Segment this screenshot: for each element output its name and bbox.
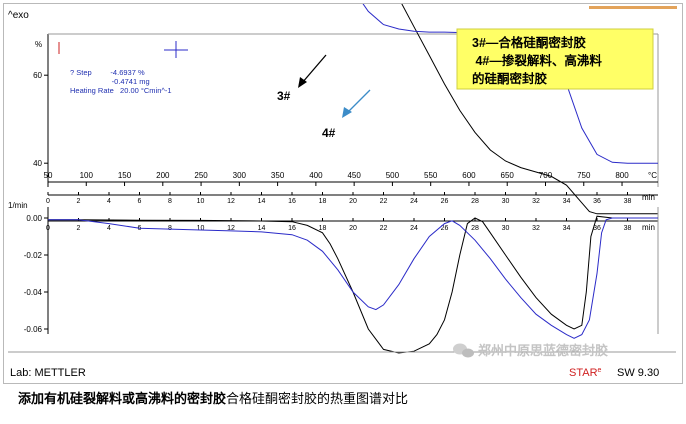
dtg-time-tick-label: 18 xyxy=(319,225,327,232)
dtg-ytick-label: -0.02 xyxy=(24,251,43,260)
tga-series-3 xyxy=(399,0,658,215)
tga-series-4 xyxy=(359,0,658,164)
dtg-time-tick-label: 8 xyxy=(168,225,172,232)
arrow-4-shaft xyxy=(346,89,371,114)
tga-chart: ^exo % 806040 50100150200250300350400450… xyxy=(8,0,677,379)
tga-time-tick-label: 10 xyxy=(197,198,205,205)
tga-time-tick-label: 18 xyxy=(319,198,327,205)
dtg-time-tick-label: 14 xyxy=(258,225,266,232)
tga-time-tick-label: 6 xyxy=(138,198,142,205)
dtg-time-tick-label: 0 xyxy=(46,225,50,232)
dtg-time-tick-label: 32 xyxy=(532,225,540,232)
info-step-line: ? Step -4.6937 % xyxy=(70,68,145,77)
dtg-time-tick-label: 16 xyxy=(288,225,296,232)
dtg-ytick-label: 0.00 xyxy=(26,214,42,223)
star-brand-sup: e xyxy=(598,367,602,374)
legend-line-1: 3#—合格硅酮密封胶 xyxy=(472,35,586,50)
dtg-time-tick-label: 30 xyxy=(502,225,510,232)
legend-line-2: 4#—掺裂解料、高沸料 xyxy=(472,53,602,68)
caption-normal: 合格硅酮密封胶的热重图谱对比 xyxy=(226,391,409,406)
tga-time-tick-label: 2 xyxy=(77,198,81,205)
dtg-time-tick-label: 24 xyxy=(410,225,418,232)
watermark-text: 郑州中原思蓝德密封胶 xyxy=(478,343,608,358)
temp-tick-label: 100 xyxy=(80,171,94,180)
dtg-ytick-label: -0.06 xyxy=(24,325,43,334)
temp-tick-label: 550 xyxy=(424,171,438,180)
temp-unit: °C xyxy=(648,171,657,180)
wechat-icon xyxy=(453,343,474,358)
temp-tick-label: 650 xyxy=(501,171,515,180)
temp-tick-label: 500 xyxy=(386,171,400,180)
dtg-time-tick-label: 26 xyxy=(441,225,449,232)
dtg-series-3 xyxy=(48,215,658,354)
dtg-time-tick-label: 28 xyxy=(471,225,479,232)
info-rate-line: Heating Rate 20.00 °Cmin^-1 xyxy=(70,86,172,95)
dtg-time-tick-label: 12 xyxy=(227,225,235,232)
tga-time-tick-label: 14 xyxy=(258,198,266,205)
temp-tick-label: 450 xyxy=(347,171,361,180)
info-mg-line: -0.4741 mg xyxy=(70,77,150,86)
tga-time-tick-label: 24 xyxy=(410,198,418,205)
dtg-time-tick-label: 38 xyxy=(624,225,632,232)
temp-tick-label: 350 xyxy=(271,171,285,180)
tga-time-tick-label: 16 xyxy=(288,198,296,205)
temp-tick-label: 300 xyxy=(233,171,247,180)
label-4: 4# xyxy=(322,126,336,140)
temp-tick-label: 750 xyxy=(577,171,591,180)
caption-bold: 添加有机硅裂解料或高沸料的密封胶 xyxy=(18,391,227,406)
dtg-time-tick-label: 20 xyxy=(349,225,357,232)
temp-tick-label: 200 xyxy=(156,171,170,180)
tga-time-tick-label: 8 xyxy=(168,198,172,205)
tga-time-tick-label: 20 xyxy=(349,198,357,205)
legend-line-3: 的硅酮密封胶 xyxy=(472,71,548,86)
tga-time-tick-label: 26 xyxy=(441,198,449,205)
tga-time-tick-label: 30 xyxy=(502,198,510,205)
temp-tick-label: 400 xyxy=(309,171,323,180)
tga-ytick-label: 40 xyxy=(33,159,42,168)
tga-ylabel: % xyxy=(35,40,42,49)
dtg-time-tick-label: 22 xyxy=(380,225,388,232)
star-brand-text: STAR xyxy=(569,367,598,379)
tga-time-tick-label: 28 xyxy=(471,198,479,205)
arrow-3-shaft xyxy=(301,54,327,84)
label-3: 3# xyxy=(277,89,291,103)
star-version: SW 9.30 xyxy=(617,367,659,379)
tga-ytick-label: 60 xyxy=(33,71,42,80)
tga-time-unit: min xyxy=(642,193,655,202)
tga-time-tick-label: 36 xyxy=(593,198,601,205)
dtg-time-unit: min xyxy=(642,223,655,232)
dtg-time-tick-label: 2 xyxy=(77,225,81,232)
dtg-series-4 xyxy=(48,217,658,339)
legend-box xyxy=(456,28,654,90)
dtg-time-tick-label: 36 xyxy=(593,225,601,232)
temp-tick-label: 700 xyxy=(539,171,553,180)
lab-label: Lab: METTLER xyxy=(10,367,86,379)
temp-tick-label: 800 xyxy=(615,171,629,180)
temp-tick-label: 150 xyxy=(118,171,132,180)
tga-time-tick-label: 4 xyxy=(107,198,111,205)
tga-time-tick-label: 32 xyxy=(532,198,540,205)
temp-tick-label: 50 xyxy=(44,171,53,180)
exo-label: ^exo xyxy=(8,10,29,21)
tga-time-tick-label: 34 xyxy=(563,198,571,205)
temp-tick-label: 250 xyxy=(194,171,208,180)
tga-time-tick-label: 0 xyxy=(46,198,50,205)
dtg-time-tick-label: 4 xyxy=(107,225,111,232)
tga-time-tick-label: 12 xyxy=(227,198,235,205)
tga-time-tick-label: 38 xyxy=(624,198,632,205)
temp-tick-label: 600 xyxy=(462,171,476,180)
top-color-bar xyxy=(589,6,677,9)
dtg-ylabel: 1/min xyxy=(8,201,28,210)
dtg-time-tick-label: 34 xyxy=(563,225,571,232)
tga-time-tick-label: 22 xyxy=(380,198,388,205)
figure-caption: 添加有机硅裂解料或高沸料的密封胶合格硅酮密封胶的热重图谱对比 xyxy=(18,386,668,412)
chart-frame: ^exo % 806040 50100150200250300350400450… xyxy=(3,0,683,384)
dtg-time-tick-label: 10 xyxy=(197,225,205,232)
arrow-4-head xyxy=(342,107,352,118)
dtg-ytick-label: -0.04 xyxy=(24,288,43,297)
arrow-3-head xyxy=(298,77,307,88)
star-brand: STARe xyxy=(569,367,602,379)
